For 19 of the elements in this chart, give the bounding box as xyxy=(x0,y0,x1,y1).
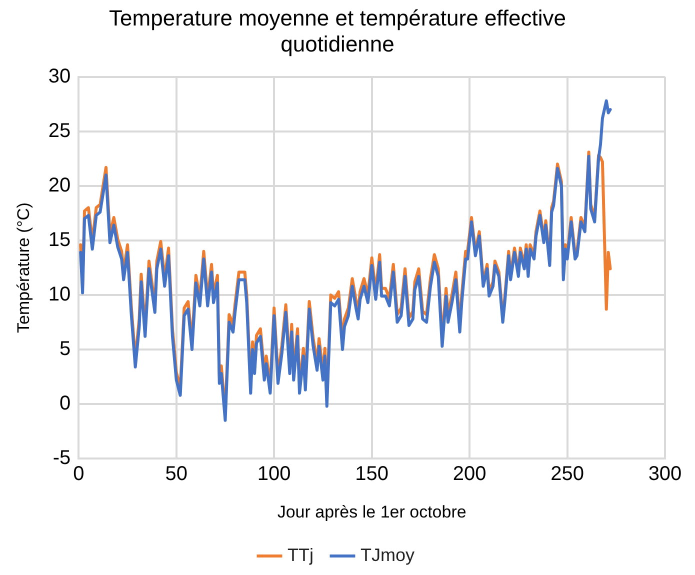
y-tick-label: 30 xyxy=(48,65,71,88)
y-tick-label: 15 xyxy=(48,228,71,251)
x-tick-label: 50 xyxy=(165,463,188,486)
y-tick-label: -5 xyxy=(52,447,71,470)
chart-title: Temperature moyenne et température effective quotidienne xyxy=(109,5,566,57)
y-tick-label: 0 xyxy=(60,392,71,415)
y-tick-label: 5 xyxy=(60,338,71,360)
legend-label: TTj xyxy=(288,544,314,565)
y-tick-label: 20 xyxy=(48,174,71,196)
y-axis-title: Température (°C) xyxy=(14,202,33,333)
legend-label: TJmoy xyxy=(360,544,414,565)
y-tick-label: 10 xyxy=(48,283,71,306)
x-tick-label: 200 xyxy=(452,463,486,486)
x-axis-title: Jour après le 1er octobre xyxy=(277,502,466,522)
x-tick-label: 100 xyxy=(257,463,291,486)
x-tick-label: 250 xyxy=(550,463,584,486)
x-tick-label: 300 xyxy=(648,463,682,486)
y-tick-label: 25 xyxy=(48,120,71,142)
x-tick-label: 150 xyxy=(355,463,389,486)
